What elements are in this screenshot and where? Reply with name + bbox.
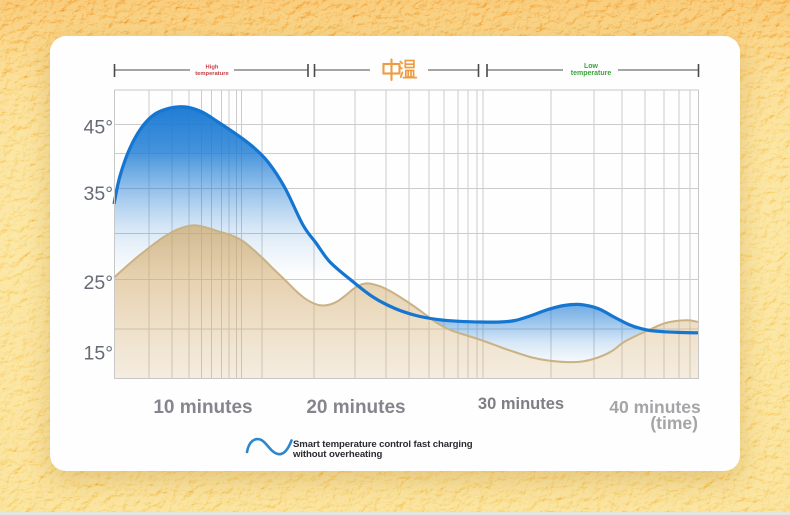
svg-text:10 minutes: 10 minutes bbox=[153, 397, 252, 418]
svg-text:15°: 15° bbox=[84, 343, 114, 365]
svg-text:temperature: temperature bbox=[571, 70, 612, 77]
svg-text:Low: Low bbox=[584, 63, 599, 70]
svg-text:25°: 25° bbox=[84, 272, 114, 294]
svg-text:High: High bbox=[206, 64, 219, 70]
svg-text:40 minutes: 40 minutes bbox=[609, 397, 701, 417]
svg-text:45°: 45° bbox=[84, 117, 114, 139]
svg-text:temperature: temperature bbox=[195, 71, 229, 77]
svg-text:35°: 35° bbox=[84, 183, 114, 205]
svg-text:Smart temperature control fast: Smart temperature control fast charging bbox=[293, 439, 473, 450]
svg-text:30 minutes: 30 minutes bbox=[478, 395, 564, 413]
svg-text:without overheating: without overheating bbox=[292, 449, 382, 460]
svg-text:20 minutes: 20 minutes bbox=[306, 397, 405, 418]
svg-text:(time): (time) bbox=[650, 413, 698, 433]
